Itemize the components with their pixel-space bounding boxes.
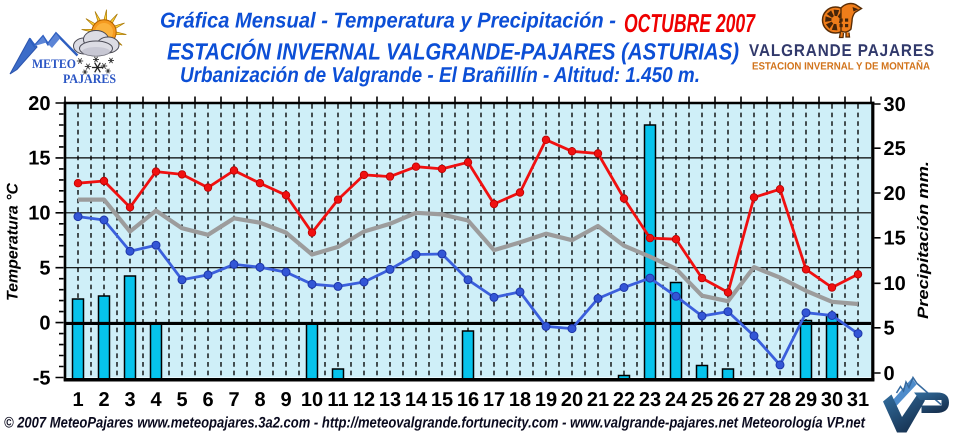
svg-text:OCTUBRE 2007: OCTUBRE 2007 — [624, 8, 756, 38]
svg-text:4: 4 — [150, 389, 162, 411]
svg-text:17: 17 — [483, 389, 505, 411]
svg-text:0: 0 — [39, 312, 50, 334]
svg-text:VALGRANDE PAJARES: VALGRANDE PAJARES — [749, 41, 935, 60]
svg-text:22: 22 — [613, 389, 635, 411]
svg-text:30: 30 — [884, 94, 906, 116]
svg-text:20: 20 — [884, 183, 906, 205]
svg-text:Gráfica Mensual - Temperatura: Gráfica Mensual - Temperatura y Precipit… — [160, 9, 616, 33]
svg-text:9: 9 — [280, 389, 291, 411]
svg-text:PAJARES: PAJARES — [63, 71, 116, 86]
svg-text:3: 3 — [124, 389, 135, 411]
svg-text:5: 5 — [884, 318, 895, 340]
svg-text:25: 25 — [691, 389, 713, 411]
svg-text:Temperatura °C: Temperatura °C — [5, 182, 22, 301]
svg-text:23: 23 — [639, 389, 661, 411]
svg-text:20: 20 — [561, 389, 583, 411]
svg-text:11: 11 — [327, 389, 348, 411]
svg-text:12: 12 — [353, 389, 375, 411]
svg-text:ESTACIÓN INVERNAL VALGRANDE-PA: ESTACIÓN INVERNAL VALGRANDE-PAJARES (AST… — [167, 39, 739, 65]
svg-text:20: 20 — [28, 93, 50, 115]
svg-text:18: 18 — [509, 389, 531, 411]
svg-text:10: 10 — [28, 203, 50, 225]
svg-text:15: 15 — [431, 389, 453, 411]
svg-text:Precipitación mm.: Precipitación mm. — [915, 161, 932, 319]
svg-text:5: 5 — [176, 389, 187, 411]
svg-text:15: 15 — [28, 148, 50, 170]
svg-text:8: 8 — [254, 389, 265, 411]
svg-text:15: 15 — [884, 228, 906, 250]
svg-text:14: 14 — [405, 389, 428, 411]
svg-text:24: 24 — [665, 389, 688, 411]
svg-text:2: 2 — [98, 389, 109, 411]
svg-text:ESTACION INVERNAL Y DE MONTAÑA: ESTACION INVERNAL Y DE MONTAÑA — [752, 60, 930, 73]
svg-text:10: 10 — [884, 273, 906, 295]
svg-text:16: 16 — [457, 389, 479, 411]
svg-text:25: 25 — [884, 138, 906, 160]
svg-text:21: 21 — [587, 389, 609, 411]
svg-text:31: 31 — [847, 389, 869, 411]
svg-text:0: 0 — [884, 363, 895, 385]
svg-text:Urbanización de Valgrande - El: Urbanización de Valgrande - El Brañillín… — [180, 63, 700, 87]
svg-text:-5: -5 — [33, 367, 51, 389]
svg-text:28: 28 — [769, 389, 791, 411]
svg-text:30: 30 — [821, 389, 843, 411]
svg-text:26: 26 — [717, 389, 739, 411]
svg-text:METEO: METEO — [32, 56, 76, 71]
svg-text:1: 1 — [72, 389, 83, 411]
svg-text:© 2007 MeteoPajares www.meteop: © 2007 MeteoPajares www.meteopajares.3a2… — [4, 415, 866, 432]
svg-text:19: 19 — [535, 389, 557, 411]
svg-text:27: 27 — [743, 389, 765, 411]
svg-text:6: 6 — [202, 389, 213, 411]
svg-text:7: 7 — [228, 389, 239, 411]
svg-text:10: 10 — [301, 389, 323, 411]
svg-text:13: 13 — [379, 389, 401, 411]
svg-text:29: 29 — [795, 389, 817, 411]
svg-text:5: 5 — [39, 258, 50, 280]
